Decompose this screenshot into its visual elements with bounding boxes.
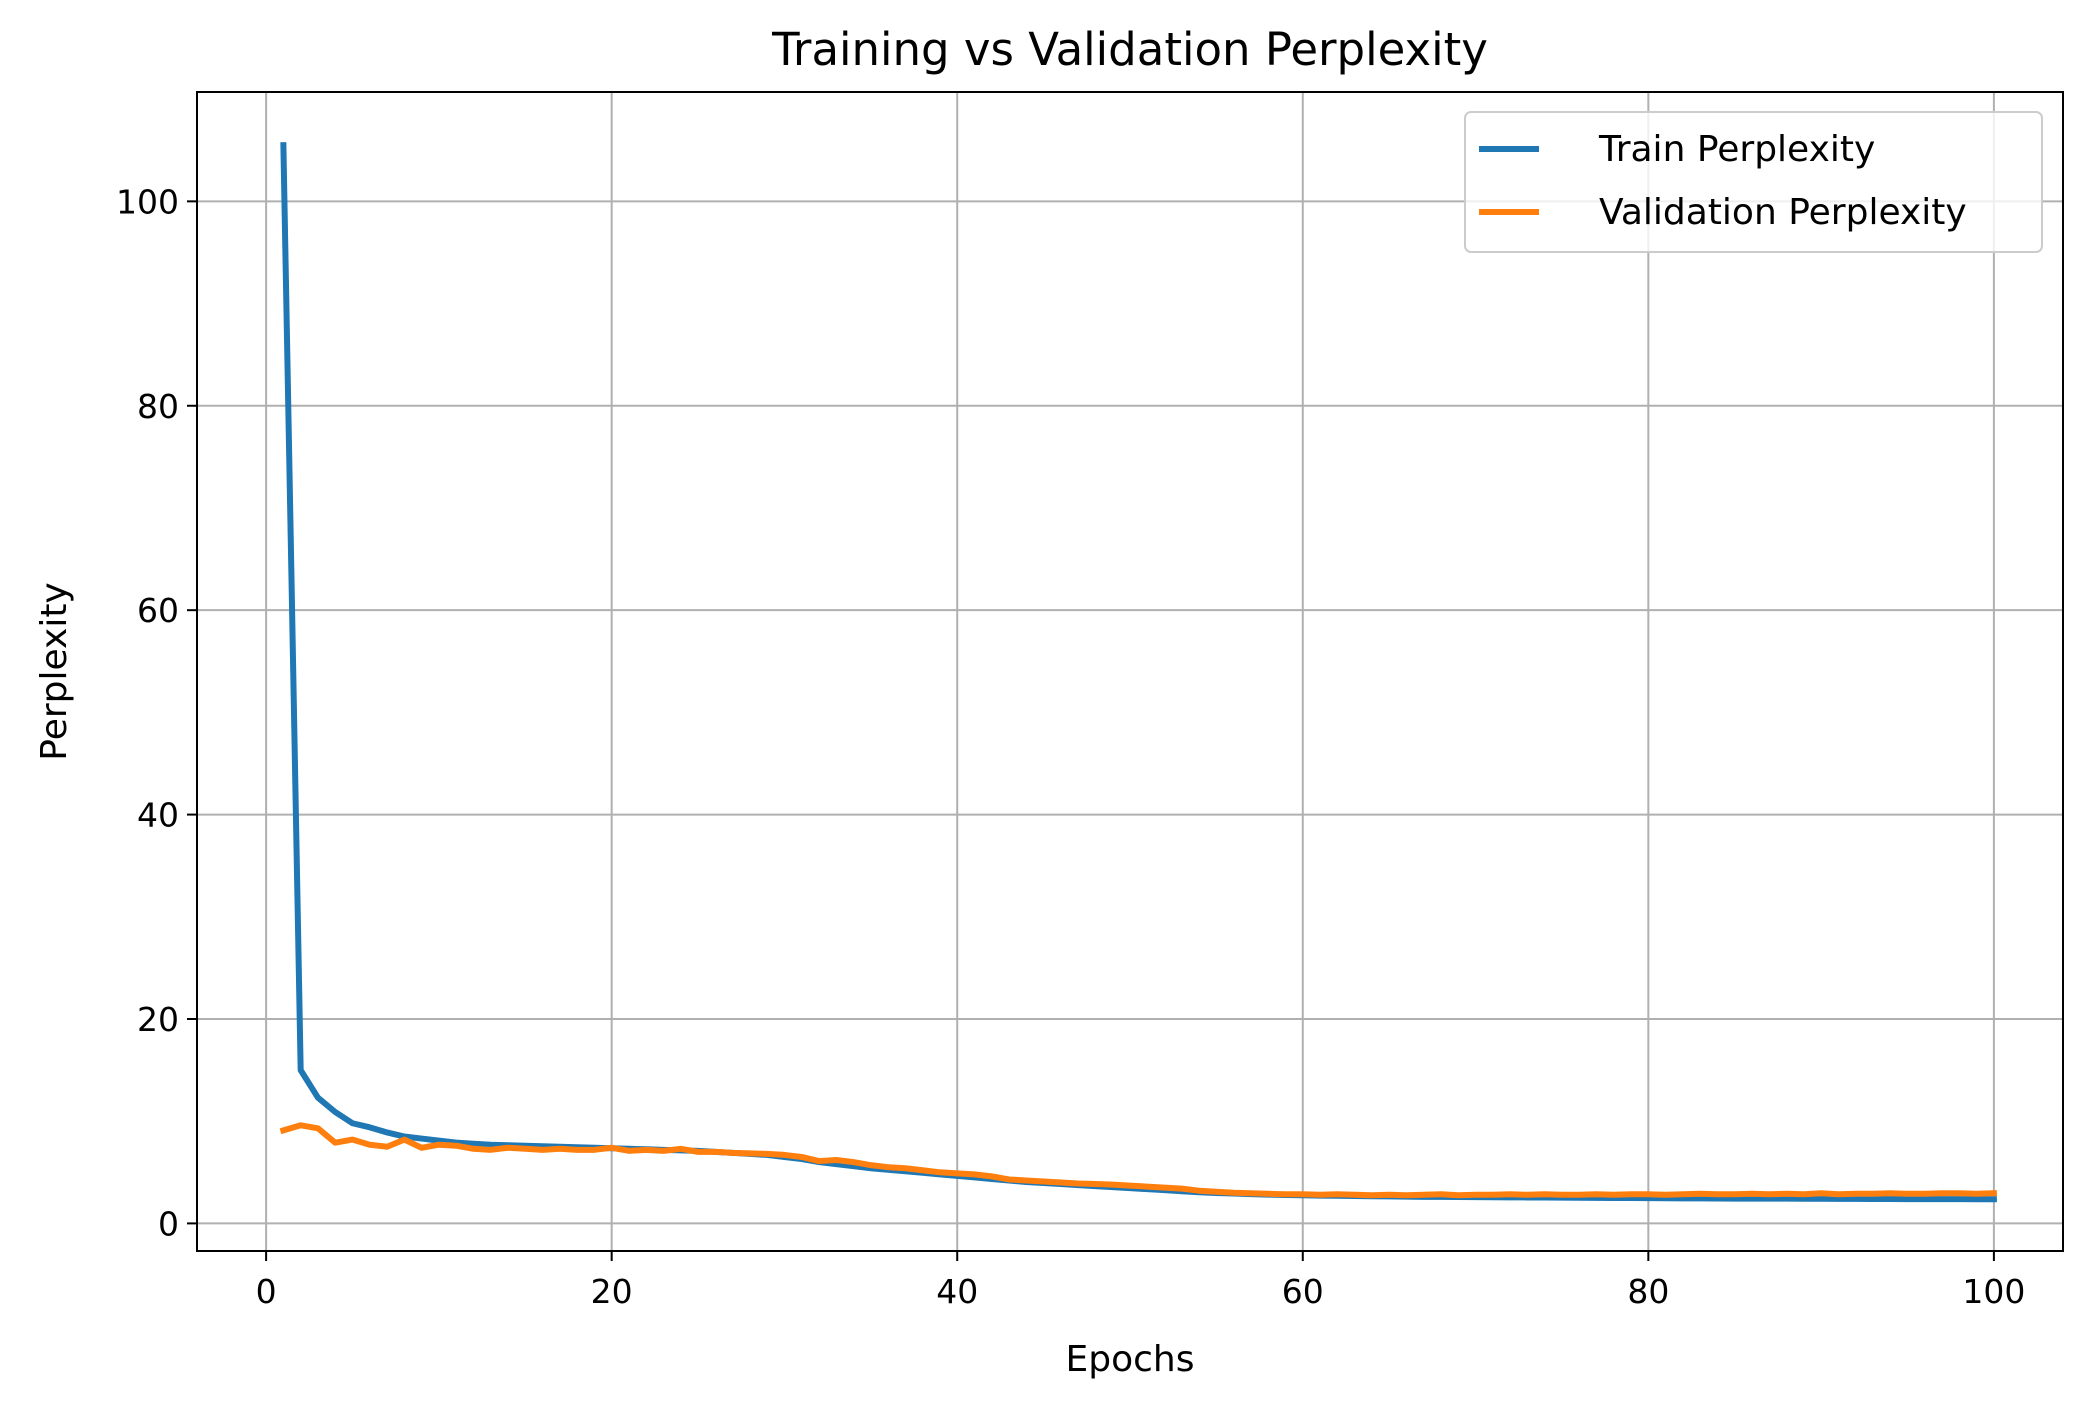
legend-label: Validation Perplexity — [1599, 192, 1967, 233]
series-line-validation — [279, 1122, 1997, 1199]
y-tick-label: 0 — [158, 1204, 179, 1243]
x-axis-label: Epochs — [1066, 1339, 1195, 1380]
y-axis-label: Perplexity — [34, 582, 75, 760]
chart-title: Training vs Validation Perplexity — [771, 23, 1488, 76]
y-tick-label: 40 — [137, 796, 179, 835]
x-tick-label: 100 — [1962, 1272, 2025, 1311]
x-tick-label: 60 — [1282, 1272, 1324, 1311]
legend: Train Perplexity Validation Perplexity — [1464, 111, 2043, 253]
y-tick-label: 20 — [137, 1000, 179, 1039]
y-tick-label: 100 — [116, 182, 179, 221]
x-tick-label: 40 — [936, 1272, 978, 1311]
x-tick-label: 0 — [256, 1272, 277, 1311]
x-tick-label: 80 — [1627, 1272, 1669, 1311]
legend-box — [1464, 111, 2043, 253]
y-tick-label: 60 — [137, 591, 179, 630]
series-layer — [279, 142, 1997, 1203]
gridlines — [197, 92, 2063, 1251]
axis-ticks: 0 20 40 60 80 100 0 20 40 60 80 100 — [116, 182, 2025, 1311]
y-tick-label: 80 — [137, 387, 179, 426]
plot-frame — [196, 91, 2064, 1252]
x-tick-label: 20 — [591, 1272, 633, 1311]
legend-label: Train Perplexity — [1598, 129, 1875, 170]
